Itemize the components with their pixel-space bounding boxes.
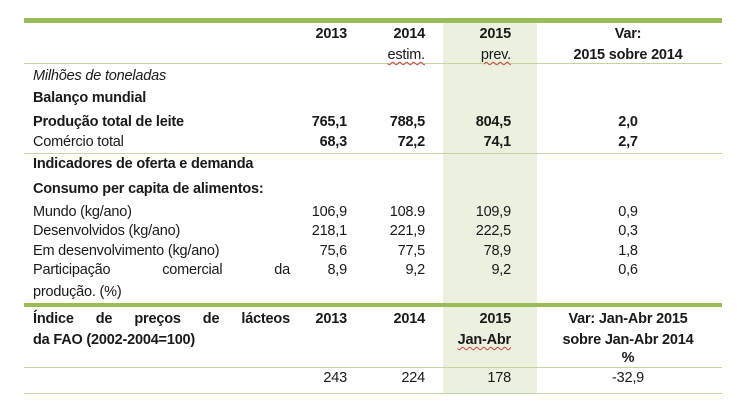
row-label: Participação comercial da xyxy=(33,261,290,279)
section-consumo: Consumo per capita de alimentos: xyxy=(33,181,264,197)
index-var-header-line3: % xyxy=(621,350,635,366)
cell-2015: 109,9 xyxy=(475,204,511,220)
index-cell-2013: 243 xyxy=(323,370,347,386)
cell-2015: 804,5 xyxy=(475,114,511,130)
cell-var: 0,9 xyxy=(618,204,638,220)
cell-2015: 222,5 xyxy=(475,223,511,239)
cell-2015: 74,1 xyxy=(483,134,512,150)
highlighted-2015-column xyxy=(443,23,537,393)
index-title-line2: da FAO (2002-2004=100) xyxy=(33,332,196,348)
cell-2015: 9,2 xyxy=(491,262,511,278)
col-2015-header: 2015 xyxy=(479,26,512,42)
index-title-word: preços xyxy=(134,311,181,327)
top-rule xyxy=(24,18,722,23)
index-var-header-line1: Var: Jan-Abr 2015 xyxy=(568,311,688,327)
index-cell-var: -32,9 xyxy=(611,370,645,386)
header-divider xyxy=(24,63,722,64)
index-title-word: lácteos xyxy=(241,311,290,327)
row-label: Produção total de leite xyxy=(33,114,184,130)
prev-note: prev. xyxy=(480,47,511,63)
index-header-divider xyxy=(24,367,722,368)
cell-2013: 218,1 xyxy=(311,223,347,239)
cell-var: 0,6 xyxy=(618,262,638,278)
cell-2014: 788,5 xyxy=(389,114,425,130)
col-2013-header: 2013 xyxy=(315,26,348,42)
col-2015-note: prev. xyxy=(481,46,511,64)
cell-2014: 9,2 xyxy=(405,262,425,278)
row-label: Em desenvolvimento (kg/ano) xyxy=(33,243,220,259)
index-cell-2015: 178 xyxy=(487,370,511,386)
index-title-word: de xyxy=(202,311,220,327)
cell-2014: 72,2 xyxy=(397,134,426,150)
cell-2013: 75,6 xyxy=(319,243,348,259)
index-cell-2014: 224 xyxy=(401,370,425,386)
cell-var: 2,0 xyxy=(618,114,638,130)
bottom-rule xyxy=(24,393,722,394)
row-label-word: da xyxy=(274,262,290,278)
cell-2013: 106,9 xyxy=(311,204,347,220)
cell-var: 2,7 xyxy=(618,134,638,150)
section-balanco: Balanço mundial xyxy=(33,90,147,106)
cell-2015: 78,9 xyxy=(483,243,512,259)
cell-2014: 108.9 xyxy=(389,204,425,220)
row-label-word: Participação xyxy=(33,262,111,278)
index-col-2014-header: 2014 xyxy=(393,311,426,327)
cell-2014: 221,9 xyxy=(389,223,425,239)
index-section-rule xyxy=(24,303,722,307)
index-title-word: Índice xyxy=(33,311,74,327)
index-col-2013-header: 2013 xyxy=(315,311,348,327)
col-2014-header: 2014 xyxy=(393,26,426,42)
index-col-2015-header: 2015 xyxy=(479,311,512,327)
row-label-line2: produção. (%) xyxy=(33,284,122,300)
cell-var: 0,3 xyxy=(618,223,638,239)
row-label: Desenvolvidos (kg/ano) xyxy=(33,223,181,239)
index-var-header-line2: sobre Jan-Abr 2014 xyxy=(562,332,694,348)
col-var-header-line2: 2015 sobre 2014 xyxy=(573,47,683,63)
index-title-word: de xyxy=(95,311,113,327)
col-2014-note: estim. xyxy=(387,46,426,64)
col-var-header-line1: Var: xyxy=(614,26,642,42)
cell-var: 1,8 xyxy=(618,243,638,259)
section-divider xyxy=(24,153,722,154)
jan-abr-note: Jan-Abr xyxy=(457,332,512,348)
estim-note: estim. xyxy=(387,47,426,63)
row-label: Comércio total xyxy=(33,134,124,150)
unit-note: Milhões de toneladas xyxy=(33,68,167,84)
row-label-word: comercial xyxy=(162,262,223,278)
cell-2013: 68,3 xyxy=(319,134,348,150)
section-indicadores: Indicadores de oferta e demanda xyxy=(33,156,254,172)
index-title: Índice de preços de lácteos xyxy=(33,310,290,328)
row-label: Mundo (kg/ano) xyxy=(33,204,132,220)
cell-2013: 8,9 xyxy=(327,262,347,278)
index-col-2015-note: Jan-Abr xyxy=(457,331,512,349)
cell-2013: 765,1 xyxy=(311,114,347,130)
cell-2014: 77,5 xyxy=(397,243,426,259)
